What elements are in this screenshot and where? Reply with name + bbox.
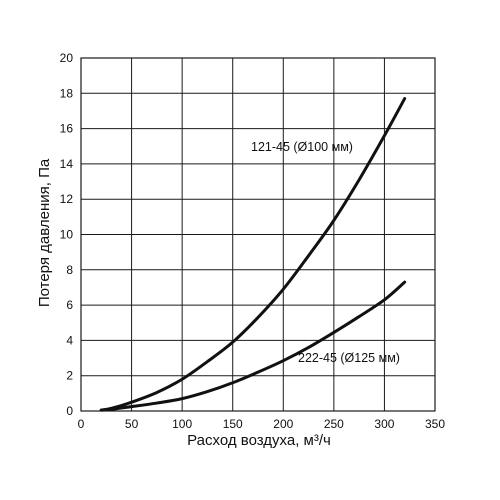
y-tick-label: 8 bbox=[66, 263, 73, 277]
y-axis-ticks: 0 2 4 6 8 10 12 14 16 18 20 bbox=[60, 51, 74, 418]
series-lines bbox=[99, 97, 407, 412]
y-tick-label: 16 bbox=[60, 122, 74, 136]
y-tick-label: 12 bbox=[60, 192, 74, 206]
x-axis-title: Расход воздуха, м³/ч bbox=[187, 432, 331, 449]
x-tick-label: 0 bbox=[78, 417, 85, 431]
y-tick-label: 2 bbox=[66, 369, 73, 383]
y-tick-label: 20 bbox=[60, 51, 74, 65]
series-label-121-45: 121-45 (Ø100 мм) bbox=[251, 140, 353, 154]
y-tick-label: 4 bbox=[66, 333, 73, 347]
y-tick-label: 10 bbox=[60, 228, 74, 242]
plot-frame bbox=[80, 57, 436, 412]
series-labels: 121-45 (Ø100 мм) 222-45 (Ø125 мм) bbox=[251, 140, 400, 365]
x-tick-label: 200 bbox=[273, 417, 293, 431]
y-tick-label: 0 bbox=[66, 404, 73, 418]
series-line-121-45 bbox=[99, 97, 407, 412]
y-tick-label: 14 bbox=[60, 157, 74, 171]
x-tick-label: 100 bbox=[172, 417, 192, 431]
x-tick-label: 300 bbox=[374, 417, 394, 431]
y-tick-label: 18 bbox=[60, 86, 74, 100]
x-tick-label: 350 bbox=[425, 417, 445, 431]
y-axis-title: Потеря давления, Па bbox=[36, 158, 53, 307]
series-line-222-45 bbox=[99, 280, 407, 412]
x-tick-label: 150 bbox=[223, 417, 243, 431]
x-axis-ticks: 0 50 100 150 200 250 300 350 bbox=[78, 417, 446, 431]
series-label-222-45: 222-45 (Ø125 мм) bbox=[298, 351, 400, 365]
y-tick-label: 6 bbox=[66, 298, 73, 312]
x-tick-label: 50 bbox=[125, 417, 139, 431]
x-tick-label: 250 bbox=[324, 417, 344, 431]
grid bbox=[80, 57, 436, 412]
